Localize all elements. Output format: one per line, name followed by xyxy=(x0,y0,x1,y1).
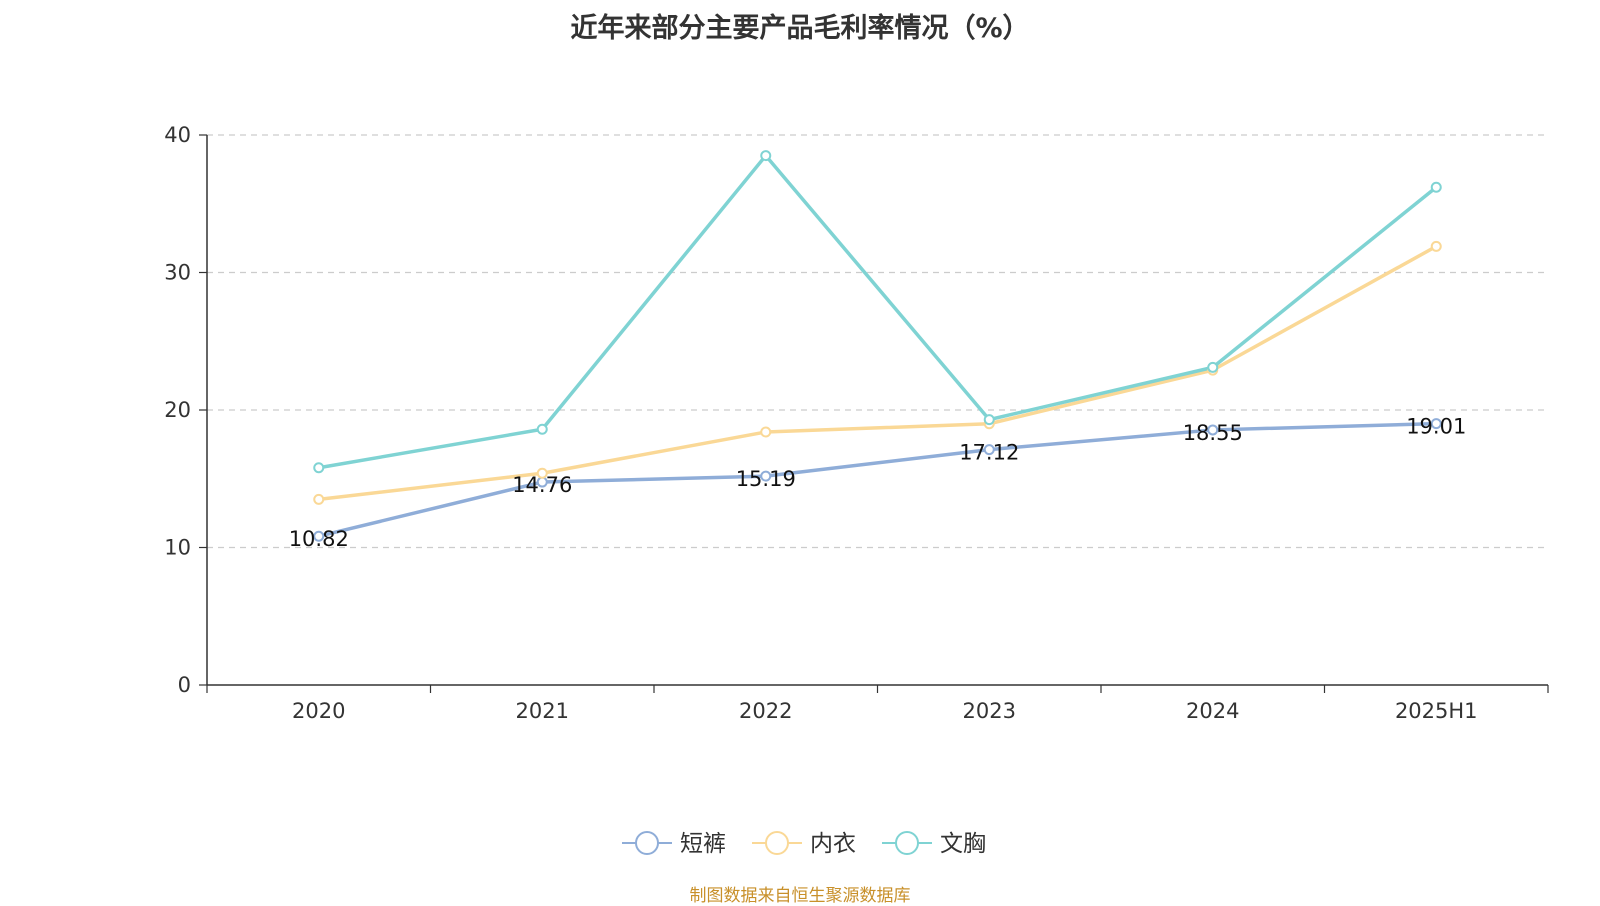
source-note: 制图数据来自恒生聚源数据库 xyxy=(689,886,911,906)
legend-swatch-marker xyxy=(765,831,789,855)
x-tick-label: 2025H1 xyxy=(1395,699,1478,723)
axes: 0 10 20 30 40 2020 2021 2022 2023 2024 2025H1 xyxy=(164,123,1549,723)
legend-label: 短裤 xyxy=(680,831,726,857)
x-tick-label: 2024 xyxy=(1186,699,1239,723)
x-tick-label: 2020 xyxy=(292,699,345,723)
data-label: 14.76 xyxy=(512,473,572,497)
series-lines xyxy=(313,150,1442,542)
data-point xyxy=(1430,240,1442,252)
series-line-2 xyxy=(318,244,1438,502)
data-label: 18.55 xyxy=(1183,421,1243,445)
data-point xyxy=(1207,424,1219,436)
x-tick-label: 2022 xyxy=(739,699,792,723)
data-label: 15.19 xyxy=(736,467,796,491)
y-tick-label: 0 xyxy=(178,673,191,697)
grid-lines xyxy=(207,134,1548,549)
y-tick-label: 40 xyxy=(164,123,191,147)
data-point xyxy=(313,462,325,474)
data-point xyxy=(1430,181,1442,193)
legend-swatch-marker xyxy=(635,831,659,855)
data-point xyxy=(983,414,995,426)
series-line-3 xyxy=(318,153,1438,470)
data-point xyxy=(760,150,772,162)
data-point xyxy=(760,426,772,438)
data-point xyxy=(1430,418,1442,430)
legend: 短裤 内衣 文胸 xyxy=(622,831,986,857)
series-line-1 xyxy=(318,421,1437,538)
data-label: 10.82 xyxy=(289,527,349,551)
data-point xyxy=(1207,361,1219,373)
x-tick-label: 2021 xyxy=(516,699,569,723)
legend-swatch-marker xyxy=(895,831,919,855)
data-point xyxy=(313,530,325,542)
data-point xyxy=(760,470,772,482)
data-point xyxy=(983,444,995,456)
legend-label: 内衣 xyxy=(810,831,856,857)
data-point xyxy=(536,467,548,479)
data-labels: 10.82 14.76 15.19 17.12 18.55 19.01 xyxy=(289,415,1467,552)
x-tick-label: 2023 xyxy=(963,699,1016,723)
chart-title: 近年来部分主要产品毛利率情况（%） xyxy=(570,13,1030,44)
y-tick-label: 10 xyxy=(164,536,191,560)
y-tick-label: 20 xyxy=(164,398,191,422)
data-label: 17.12 xyxy=(959,441,1019,465)
legend-label: 文胸 xyxy=(940,831,986,857)
y-tick-label: 30 xyxy=(164,261,191,285)
data-point xyxy=(536,423,548,435)
data-point xyxy=(313,493,325,505)
data-label: 19.01 xyxy=(1406,415,1466,439)
